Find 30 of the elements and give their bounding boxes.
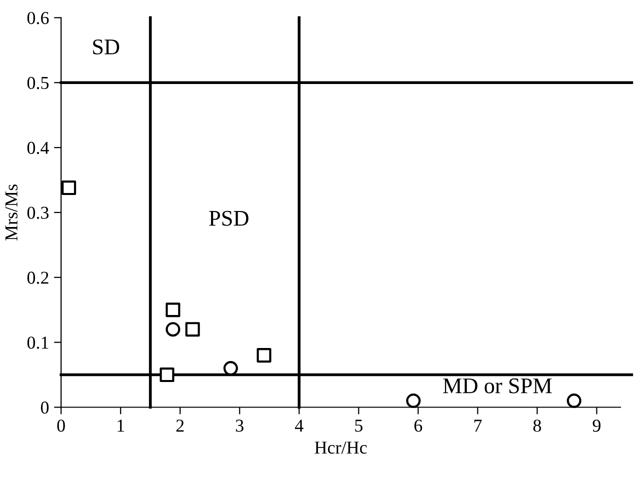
y-tick-label: 0 — [40, 402, 49, 414]
x-tick-label: 5 — [355, 420, 362, 432]
point — [185, 322, 200, 337]
y-axis-title: Mrs/Ms — [5, 184, 18, 241]
x-axis-title: Hcr/Hc — [314, 442, 367, 454]
point — [256, 348, 272, 363]
x-tick-label: 9 — [592, 420, 600, 432]
x-tick-label: 7 — [474, 420, 482, 432]
x-tick-label: 4 — [294, 420, 304, 432]
y-tick-label: 0.6 — [27, 12, 49, 24]
point — [406, 394, 421, 408]
x-tick-label: 2 — [176, 420, 184, 432]
annotation: SD — [93, 39, 120, 54]
x-tick-label: 8 — [533, 420, 542, 432]
point — [166, 322, 180, 337]
y-tick-label: 0.2 — [27, 272, 48, 284]
x-tick-label: 0 — [57, 420, 65, 432]
y-tick-label: 0.5 — [27, 76, 49, 90]
point — [166, 302, 180, 318]
point — [160, 368, 174, 382]
x-tick-label: 1 — [118, 420, 124, 432]
point — [566, 394, 582, 408]
annotation: PSD — [209, 210, 248, 226]
x-tick-label: 3 — [236, 420, 244, 432]
point — [62, 180, 76, 196]
y-tick-label: 0.4 — [27, 142, 49, 154]
y-tick-label: 0.3 — [27, 206, 49, 219]
y-tick-label: 0.1 — [27, 336, 48, 349]
x-tick-label: 6 — [414, 420, 422, 432]
annotation: MD or SPM — [443, 378, 552, 394]
